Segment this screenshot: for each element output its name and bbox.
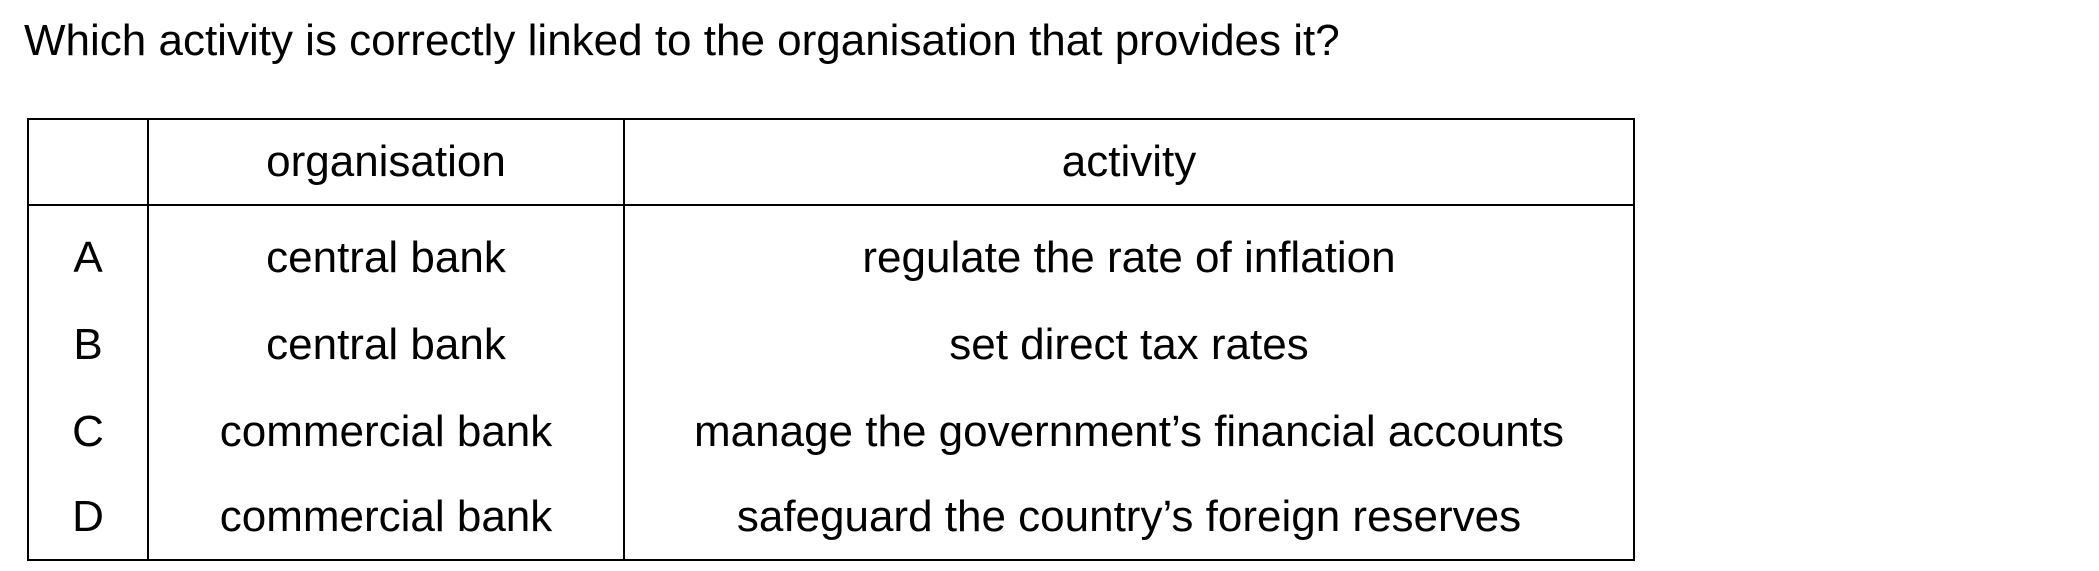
option-organisation: commercial bank [147, 388, 625, 475]
header-activity: activity [623, 118, 1635, 206]
answer-options-table: organisation activity A central bank reg… [27, 118, 1635, 561]
option-activity: set direct tax rates [623, 301, 1635, 388]
option-letter: A [27, 205, 149, 301]
option-letter: C [27, 388, 149, 475]
option-organisation: central bank [147, 205, 625, 301]
header-organisation: organisation [147, 118, 625, 206]
option-activity: safeguard the country’s foreign reserves [623, 475, 1635, 561]
option-row-b[interactable]: B central bank set direct tax rates [27, 301, 1635, 388]
option-row-a[interactable]: A central bank regulate the rate of infl… [27, 205, 1635, 301]
option-letter: D [27, 475, 149, 561]
header-letter [27, 118, 149, 206]
table-header-row: organisation activity [27, 118, 1635, 206]
option-organisation: commercial bank [147, 475, 625, 561]
option-letter: B [27, 301, 149, 388]
question-text: Which activity is correctly linked to th… [24, 16, 1340, 65]
option-row-d[interactable]: D commercial bank safeguard the country’… [27, 475, 1635, 561]
option-row-c[interactable]: C commercial bank manage the government’… [27, 388, 1635, 475]
option-activity: manage the government’s financial accoun… [623, 388, 1635, 475]
option-activity: regulate the rate of inflation [623, 205, 1635, 301]
option-organisation: central bank [147, 301, 625, 388]
